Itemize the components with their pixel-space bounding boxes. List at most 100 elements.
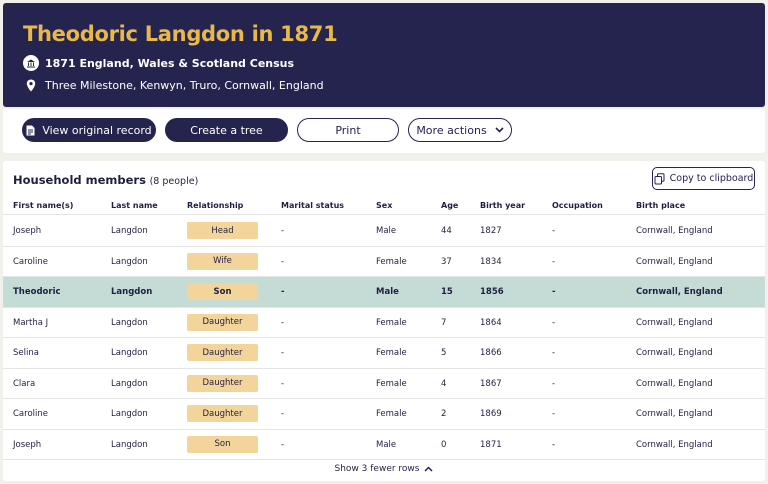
sex-cell: Female <box>376 348 407 358</box>
marital-status-cell: - <box>281 226 285 236</box>
relationship-badge: Wife <box>187 252 258 270</box>
first-name-cell: Joseph <box>13 439 42 450</box>
column-header: Birth year <box>480 201 526 210</box>
birth-place-cell: Cornwall, England <box>636 256 713 267</box>
document-icon <box>26 125 35 136</box>
view-original-record-button[interactable]: View original record <box>22 118 156 142</box>
birth-year-cell: 1834 <box>480 256 502 267</box>
marital-status-cell: - <box>281 256 285 267</box>
clipboard-icon <box>654 172 665 185</box>
birth-year-cell: 1856 <box>480 287 504 297</box>
occupation-cell: - <box>552 378 556 389</box>
last-name-cell: Langdon <box>111 409 148 419</box>
sex-cell: Female <box>376 378 407 389</box>
column-header: Relationship <box>187 201 244 210</box>
location-info: Three Milestone, Kenwyn, Truro, Cornwall… <box>23 77 324 93</box>
relationship-badge: Head <box>187 222 258 239</box>
table-row[interactable]: Selina Langdon - Female 5 1866 - Cornwall, Engl… <box>3 338 765 369</box>
occupation-cell: - <box>552 226 556 236</box>
last-name-cell: Langdon <box>111 226 148 236</box>
birth-year-cell: 1867 <box>480 378 502 389</box>
table-row[interactable]: Caroline Langdon - Female 37 1834 - Cornwall, E… <box>3 247 765 277</box>
table-header: First name(s) Last name Relationship Mar… <box>3 195 765 215</box>
page-title: Theodoric Langdon in 1871 <box>23 22 338 46</box>
occupation-cell: - <box>552 287 556 297</box>
occupation-cell: - <box>552 348 556 358</box>
first-name-cell: Selina <box>13 348 39 358</box>
census-name: 1871 England, Wales & Scotland Census <box>45 56 295 70</box>
more-actions-label: More actions <box>416 123 487 137</box>
record-header: Theodoric Langdon in 1871 1871 England, … <box>3 3 765 107</box>
birth-year-cell: 1864 <box>480 317 502 328</box>
household-count: (8 people) <box>149 176 199 187</box>
column-header: Marital status <box>281 201 345 210</box>
copy-to-clipboard-label: Copy to clipboard <box>669 173 754 184</box>
show-fewer-rows-label: Show 3 fewer rows <box>334 464 420 474</box>
column-header: Sex <box>376 201 393 210</box>
relationship-badge: Son <box>187 435 258 453</box>
column-header: Birth place <box>636 201 686 210</box>
table-row[interactable]: Joseph Langdon - Male 44 1827 - Cornwall, Engla… <box>3 216 765 247</box>
last-name-cell: Langdon <box>111 378 148 389</box>
column-header: Age <box>441 201 459 210</box>
marital-status-cell: - <box>281 348 285 358</box>
occupation-cell: - <box>552 439 556 450</box>
marital-status-cell: - <box>281 378 285 389</box>
table-row-selected[interactable]: Theodoric Langdon - Male 15 1856 - Cornwall, En… <box>3 277 765 308</box>
more-actions-button[interactable]: More actions <box>408 118 512 142</box>
birth-place-cell: Cornwall, England <box>636 226 713 236</box>
sex-cell: Male <box>376 439 397 450</box>
age-cell: 44 <box>441 226 452 236</box>
occupation-cell: - <box>552 409 556 419</box>
household-title: Household members <box>13 173 146 187</box>
sex-cell: Male <box>376 287 399 297</box>
birth-place-cell: Cornwall, England <box>636 348 713 358</box>
show-fewer-rows-button[interactable]: Show 3 fewer rows <box>3 459 765 479</box>
first-name-cell: Martha J <box>13 317 49 328</box>
first-name-cell: Clara <box>13 378 36 389</box>
last-name-cell: Langdon <box>111 256 148 267</box>
table-row[interactable]: Caroline Langdon - Female 2 1869 - Cornwall, En… <box>3 399 765 430</box>
table-row[interactable]: Clara Langdon - Female 4 1867 - Cornwall, Engla… <box>3 369 765 399</box>
occupation-cell: - <box>552 317 556 328</box>
create-tree-button[interactable]: Create a tree <box>165 118 288 142</box>
age-cell: 2 <box>441 409 447 419</box>
last-name-cell: Langdon <box>111 287 153 297</box>
census-info: 1871 England, Wales & Scotland Census <box>23 55 294 71</box>
relationship-badge: Daughter <box>187 344 258 361</box>
age-cell: 15 <box>441 287 453 297</box>
marital-status-cell: - <box>281 287 285 297</box>
first-name-cell: Caroline <box>13 256 48 267</box>
print-button[interactable]: Print <box>297 118 399 142</box>
birth-place-cell: Cornwall, England <box>636 409 713 419</box>
birth-place-cell: Cornwall, England <box>636 317 713 328</box>
sex-cell: Male <box>376 226 397 236</box>
first-name-cell: Theodoric <box>13 287 61 297</box>
copy-to-clipboard-button[interactable]: Copy to clipboard <box>652 167 755 190</box>
birth-year-cell: 1866 <box>480 348 502 358</box>
location-text: Three Milestone, Kenwyn, Truro, Cornwall… <box>45 78 324 92</box>
print-label: Print <box>335 123 361 137</box>
occupation-cell: - <box>552 256 556 267</box>
household-heading: Household members (8 people) <box>13 173 198 187</box>
table-row[interactable]: Joseph Langdon - Male 0 1871 - Cornwall, Englan… <box>3 430 765 460</box>
marital-status-cell: - <box>281 409 285 419</box>
last-name-cell: Langdon <box>111 439 148 450</box>
first-name-cell: Joseph <box>13 226 42 236</box>
birth-place-cell: Cornwall, England <box>636 287 723 297</box>
birth-place-cell: Cornwall, England <box>636 378 713 389</box>
birth-year-cell: 1871 <box>480 439 502 450</box>
table-row[interactable]: Martha J Langdon - Female 7 1864 - Cornwall, En… <box>3 308 765 338</box>
census-building-icon <box>23 55 39 71</box>
sex-cell: Female <box>376 256 407 267</box>
location-pin-icon <box>23 77 39 93</box>
birth-year-cell: 1869 <box>480 409 502 419</box>
chevron-down-icon <box>495 127 504 133</box>
age-cell: 0 <box>441 439 447 450</box>
column-header: Occupation <box>552 201 603 210</box>
sex-cell: Female <box>376 317 407 328</box>
column-header: First name(s) <box>13 201 74 210</box>
column-header: Last name <box>111 201 158 210</box>
household-table-body: Joseph Langdon - Male 44 1827 - Cornwall, Engla… <box>3 216 765 460</box>
create-tree-label: Create a tree <box>190 123 263 137</box>
